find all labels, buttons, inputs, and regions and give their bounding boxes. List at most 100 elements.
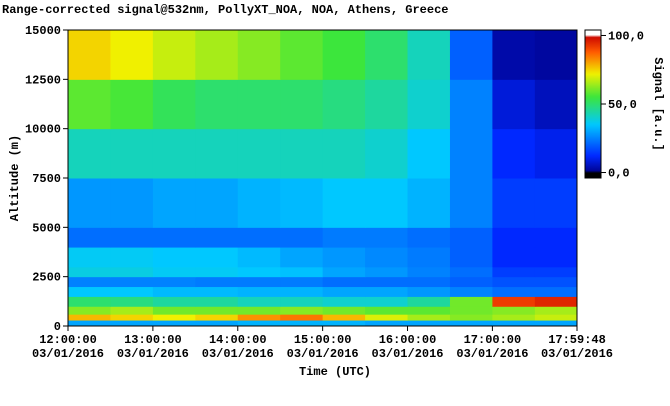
y-tick-label: 10000 xyxy=(25,123,61,137)
heatmap-cell xyxy=(68,306,111,315)
x-tick-date: 03/01/2016 xyxy=(287,347,359,361)
heatmap-cell xyxy=(195,247,239,268)
heatmap-cell xyxy=(492,296,536,307)
heatmap-cell xyxy=(322,306,366,315)
heatmap-cell xyxy=(492,306,536,315)
heatmap-cell xyxy=(534,30,578,80)
heatmap-cell xyxy=(280,276,324,288)
heatmap-cell xyxy=(152,314,196,321)
heatmap-cell xyxy=(195,178,239,228)
heatmap-cell xyxy=(237,227,281,248)
heatmap-cell xyxy=(110,247,154,268)
heatmap-cell xyxy=(322,227,366,248)
heatmap-cell xyxy=(322,30,366,80)
heatmap-cell xyxy=(492,266,536,278)
heatmap-cell xyxy=(195,266,239,278)
heatmap-cell xyxy=(237,296,281,307)
heatmap-cell xyxy=(237,314,281,321)
heatmap-cell xyxy=(68,178,111,228)
heatmap-cell xyxy=(237,79,281,130)
heatmap-cell xyxy=(152,30,196,80)
heatmap-cell xyxy=(110,266,154,278)
heatmap-cell xyxy=(195,128,239,179)
heatmap-cell xyxy=(534,247,578,268)
heatmap-cell xyxy=(534,286,578,297)
heatmap-cell xyxy=(280,306,324,315)
heatmap-cell xyxy=(534,314,578,321)
heatmap-cell xyxy=(407,266,451,278)
heatmap-cell xyxy=(68,276,111,288)
y-tick-label: 5000 xyxy=(32,221,61,235)
heatmap-cell xyxy=(407,227,451,248)
heatmap-cell xyxy=(110,320,154,327)
colorbar-tick-label: 100,0 xyxy=(608,29,644,43)
heatmap-cell xyxy=(449,296,493,307)
heatmap-cell xyxy=(534,276,578,288)
heatmap-cell xyxy=(449,276,493,288)
x-tick-label: 17:00:00 xyxy=(464,333,522,347)
heatmap-cell xyxy=(237,306,281,315)
y-tick-label: 15000 xyxy=(25,24,61,38)
heatmap-cell xyxy=(152,128,196,179)
heatmap-cell xyxy=(449,286,493,297)
heatmap-cell xyxy=(407,286,451,297)
heatmap-cell xyxy=(152,306,196,315)
heatmap-cell xyxy=(365,276,409,288)
heatmap-cell xyxy=(280,266,324,278)
heatmap-cell xyxy=(492,247,536,268)
colorbar-tick-label: 0,0 xyxy=(608,167,630,181)
x-tick-date: 03/01/2016 xyxy=(117,347,189,361)
y-axis-label: Altitude (m) xyxy=(8,135,22,221)
heatmap-cell xyxy=(365,227,409,248)
x-tick-label: 12:00:00 xyxy=(39,333,97,347)
heatmap-cell xyxy=(195,320,239,327)
heatmap-cell xyxy=(110,30,154,80)
chart-title: Range-corrected signal@532nm, PollyXT_NO… xyxy=(2,3,448,17)
heatmap-cell xyxy=(322,178,366,228)
heatmap-cell xyxy=(280,30,324,80)
heatmap-cell xyxy=(407,128,451,179)
heatmap-cell xyxy=(407,247,451,268)
x-tick-date: 03/01/2016 xyxy=(541,347,613,361)
heatmap-cell xyxy=(195,314,239,321)
heatmap-cell xyxy=(110,276,154,288)
heatmap-cell xyxy=(110,314,154,321)
x-tick-date: 03/01/2016 xyxy=(202,347,274,361)
heatmap-cell xyxy=(407,296,451,307)
y-tick-label: 7500 xyxy=(32,172,61,186)
heatmap-cell xyxy=(534,320,578,327)
colorbar xyxy=(584,29,602,179)
heatmap-cell xyxy=(280,227,324,248)
heatmap-cell xyxy=(237,266,281,278)
heatmap-cell xyxy=(449,227,493,248)
heatmap-cell xyxy=(534,79,578,130)
heatmap-cell xyxy=(365,247,409,268)
heatmap-cell xyxy=(195,286,239,297)
heatmap-cell xyxy=(322,266,366,278)
heatmap-cell xyxy=(195,30,239,80)
heatmap-cell xyxy=(280,314,324,321)
heatmap-cell xyxy=(449,178,493,228)
heatmap-cell xyxy=(237,178,281,228)
heatmap-cell xyxy=(110,227,154,248)
x-tick-label: 15:00:00 xyxy=(294,333,352,347)
heatmap-cell xyxy=(195,296,239,307)
heatmap-cell xyxy=(407,178,451,228)
heatmap-cell xyxy=(449,247,493,268)
x-tick-date: 03/01/2016 xyxy=(456,347,528,361)
heatmap-cell xyxy=(68,286,111,297)
heatmap-cell xyxy=(534,306,578,315)
heatmap-cell xyxy=(280,296,324,307)
heatmap-cell xyxy=(68,266,111,278)
heatmap-cell xyxy=(407,79,451,130)
heatmap-cell xyxy=(449,320,493,327)
heatmap-cell xyxy=(237,247,281,268)
heatmap-cell xyxy=(237,276,281,288)
heatmap-cell xyxy=(152,247,196,268)
heatmap-cell xyxy=(365,314,409,321)
heatmap-cell xyxy=(237,320,281,327)
heatmap-cell xyxy=(365,286,409,297)
colorbar-tick-label: 50,0 xyxy=(608,98,637,112)
heatmap-cell xyxy=(322,296,366,307)
heatmap-cell xyxy=(492,79,536,130)
